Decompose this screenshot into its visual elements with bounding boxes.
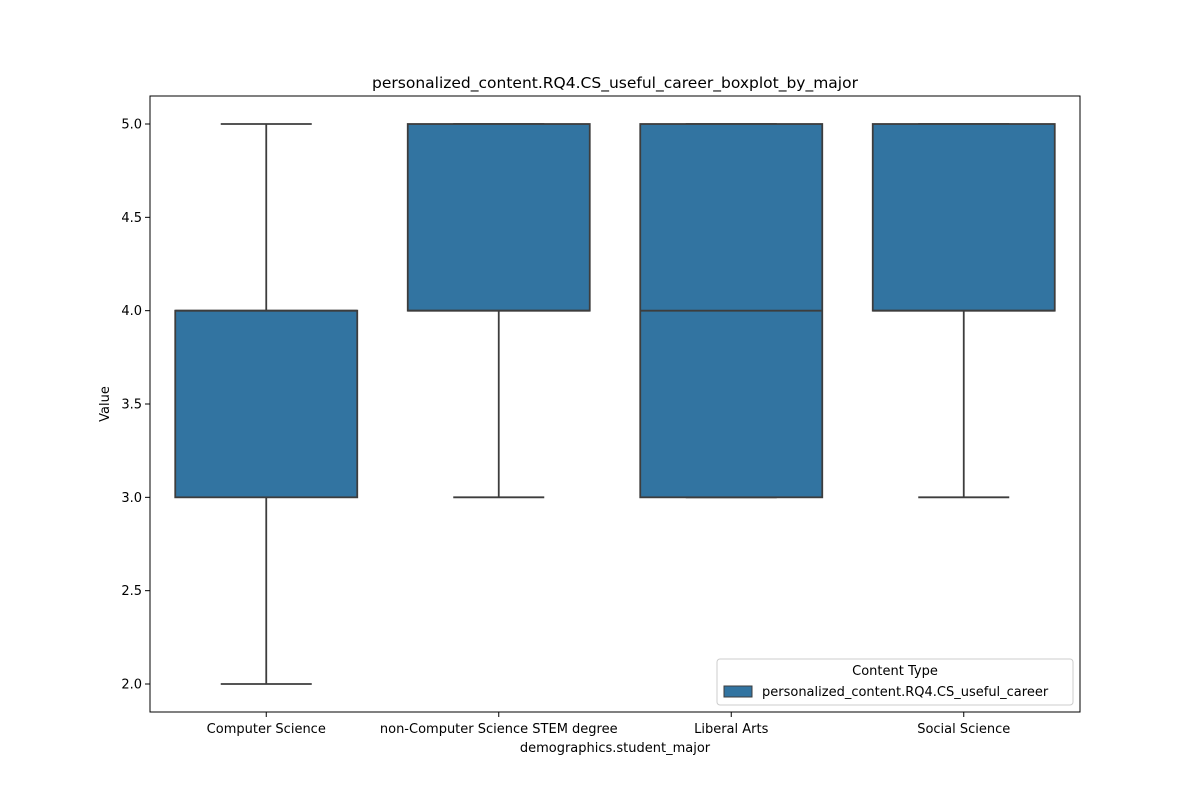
y-tick-label: 3.5 (121, 398, 142, 413)
y-axis: 2.0 2.5 3.0 3.5 4.0 4.5 5.0 (121, 118, 150, 693)
box (871, 123, 1056, 312)
x-tick-label: Liberal Arts (694, 722, 768, 737)
legend: Content Type personalized_content.RQ4.CS… (716, 658, 1074, 706)
x-tick-label: Computer Science (207, 722, 326, 737)
y-tick-label: 4.5 (121, 211, 142, 226)
legend-frame (716, 658, 1074, 706)
y-tick-label: 2.0 (121, 678, 142, 693)
box-group (639, 123, 824, 499)
box-group (406, 123, 591, 499)
legend-title: Content Type (852, 664, 938, 679)
x-axis-label: demographics.student_major (520, 741, 711, 756)
legend-swatch (723, 685, 753, 698)
y-tick-label: 2.5 (121, 584, 142, 599)
chart-title: personalized_content.RQ4.CS_useful_caree… (372, 74, 859, 93)
y-tick-label: 5.0 (121, 118, 142, 133)
y-tick-label: 3.0 (121, 491, 142, 506)
legend-entry-label: personalized_content.RQ4.CS_useful_caree… (762, 685, 1049, 700)
boxes-layer (174, 123, 1056, 685)
box (174, 309, 359, 499)
y-axis-label: Value (98, 386, 113, 422)
x-tick-label: Social Science (917, 722, 1010, 737)
box (406, 123, 591, 312)
x-tick-label: non-Computer Science STEM degree (380, 722, 618, 737)
y-tick-label: 4.0 (121, 304, 142, 319)
box-group (174, 123, 359, 685)
x-axis: Computer Science non-Computer Science STE… (207, 712, 1010, 737)
box-group (871, 123, 1056, 499)
